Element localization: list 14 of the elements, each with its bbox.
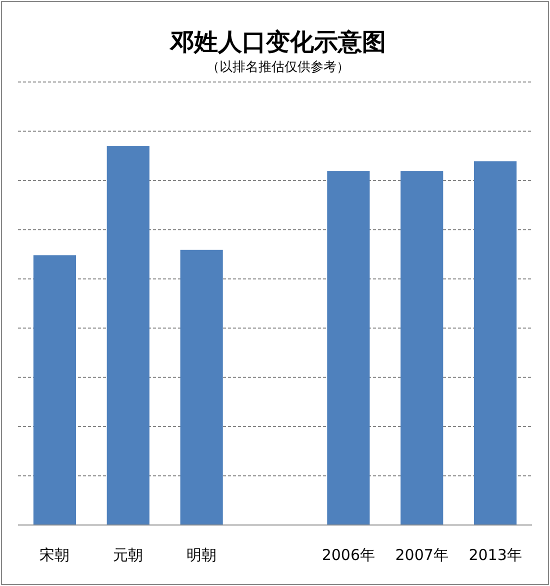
x-tick-label: 2006年 — [322, 546, 376, 564]
bar — [327, 171, 370, 525]
chart-title: 邓姓人口变化示意图 — [169, 27, 386, 56]
bar — [180, 250, 223, 525]
x-tick-label: 2013年 — [468, 546, 522, 564]
bar — [106, 146, 150, 525]
bar — [474, 161, 517, 525]
chart-subtitle: （以排名推估仅供参考） — [206, 60, 350, 75]
x-tick-label: 元朝 — [113, 546, 144, 564]
x-tick-label: 明朝 — [186, 546, 217, 564]
x-tick-label: 宋朝 — [40, 546, 70, 564]
x-tick-label: 2007年 — [395, 546, 448, 564]
bar — [400, 171, 444, 525]
bar — [33, 255, 76, 525]
